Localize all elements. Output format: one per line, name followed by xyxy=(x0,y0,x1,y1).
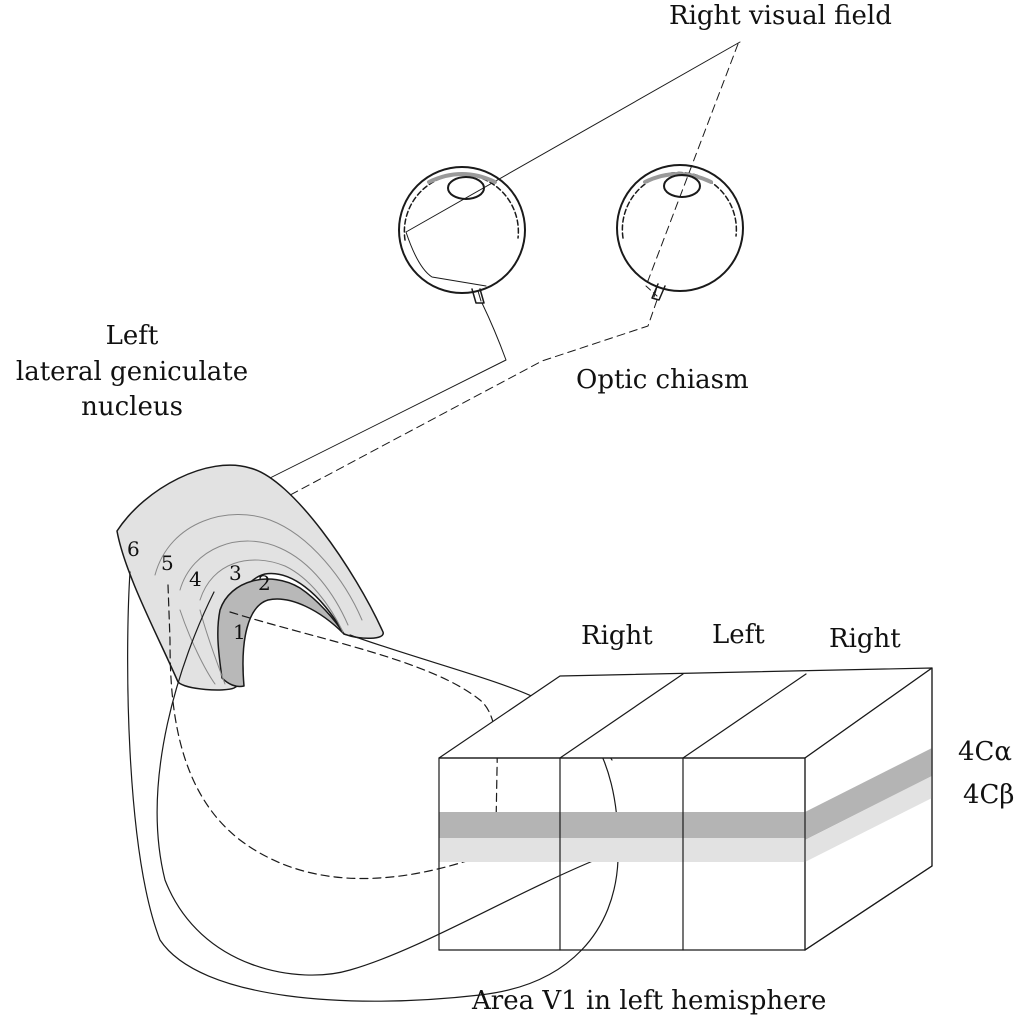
right-eye xyxy=(616,164,744,301)
lgn-layer-5-label: 5 xyxy=(161,551,174,575)
fiber-layer1-dashed xyxy=(229,611,498,827)
lgn-label-line2: lateral geniculate xyxy=(15,357,249,387)
right-visual-field-label: Right visual field xyxy=(669,1,892,31)
right-retina-path xyxy=(645,285,658,297)
visual-field-line-dashed xyxy=(645,43,739,287)
left-retina-path xyxy=(405,231,487,287)
layer-4c-beta-label: 4Cβ xyxy=(963,780,1015,810)
lgn-label-line1: Left xyxy=(105,321,159,351)
column-right-label-2: Right xyxy=(829,624,901,654)
lgn-layer-3-label: 3 xyxy=(229,561,242,585)
optic-tract-dashed xyxy=(231,299,658,527)
lgn-layer-1-label: 1 xyxy=(233,620,246,644)
lgn-layer-4-label: 4 xyxy=(189,567,202,591)
lgn-shape xyxy=(116,464,384,691)
left-eye xyxy=(398,166,526,304)
lgn-layer-6-label: 6 xyxy=(127,537,140,561)
column-right-label-1: Right xyxy=(581,621,653,651)
column-left-label: Left xyxy=(712,620,765,650)
v1-block xyxy=(438,667,933,951)
visual-field-line-solid xyxy=(405,41,741,233)
fiber-layer5-dashed xyxy=(167,584,477,880)
area-v1-label: Area V1 in left hemisphere xyxy=(472,986,827,1016)
lgn-label-line3: nucleus xyxy=(81,392,183,422)
layer-4c-alpha-label: 4Cα xyxy=(958,737,1012,767)
optic-tract-solid xyxy=(241,302,507,493)
fiber-layer4 xyxy=(156,591,601,976)
lgn-layer-2-label: 2 xyxy=(258,571,271,595)
optic-chiasm-label: Optic chiasm xyxy=(576,365,749,395)
